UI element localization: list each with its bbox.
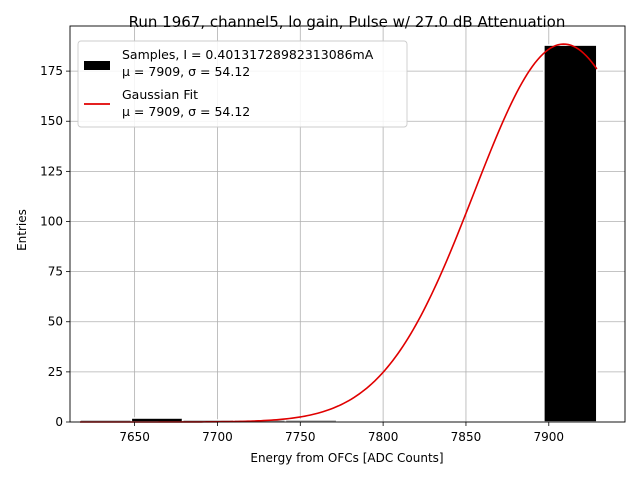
x-tick-label: 7850 xyxy=(451,430,482,444)
x-axis-ticks: 7650 7700 7750 7800 7850 7900 xyxy=(119,422,564,444)
x-tick-label: 7650 xyxy=(119,430,150,444)
legend-box xyxy=(77,40,408,128)
histogram-bar xyxy=(543,44,598,423)
y-tick-label: 25 xyxy=(48,365,63,379)
x-tick-label: 7750 xyxy=(285,430,316,444)
y-tick-label: 125 xyxy=(40,164,63,178)
legend-samples-stats: μ = 7909, σ = 54.12 xyxy=(122,64,250,79)
histogram-bars xyxy=(79,44,598,423)
y-tick-label: 0 xyxy=(55,415,63,429)
x-tick-label: 7700 xyxy=(202,430,233,444)
legend-samples-label: Samples, I = 0.40131728982313086mA xyxy=(122,47,374,62)
legend: Samples, I = 0.40131728982313086mA μ = 7… xyxy=(77,40,408,128)
y-tick-label: 150 xyxy=(40,114,63,128)
legend-fit-label: Gaussian Fit xyxy=(122,87,198,102)
x-tick-label: 7800 xyxy=(368,430,399,444)
legend-fit-stats: μ = 7909, σ = 54.12 xyxy=(122,104,250,119)
y-tick-label: 75 xyxy=(48,265,63,279)
y-axis-ticks: 0 25 50 75 100 125 150 175 xyxy=(40,64,70,429)
y-tick-label: 175 xyxy=(40,64,63,78)
x-axis-label: Energy from OFCs [ADC Counts] xyxy=(250,451,443,465)
y-tick-label: 100 xyxy=(40,214,63,228)
legend-samples-swatch xyxy=(84,61,110,70)
x-tick-label: 7900 xyxy=(534,430,565,444)
chart-title: Run 1967, channel5, lo gain, Pulse w/ 27… xyxy=(129,13,566,31)
plot-frame xyxy=(69,25,626,423)
y-axis-label: Entries xyxy=(15,209,29,251)
y-tick-label: 50 xyxy=(48,315,63,329)
